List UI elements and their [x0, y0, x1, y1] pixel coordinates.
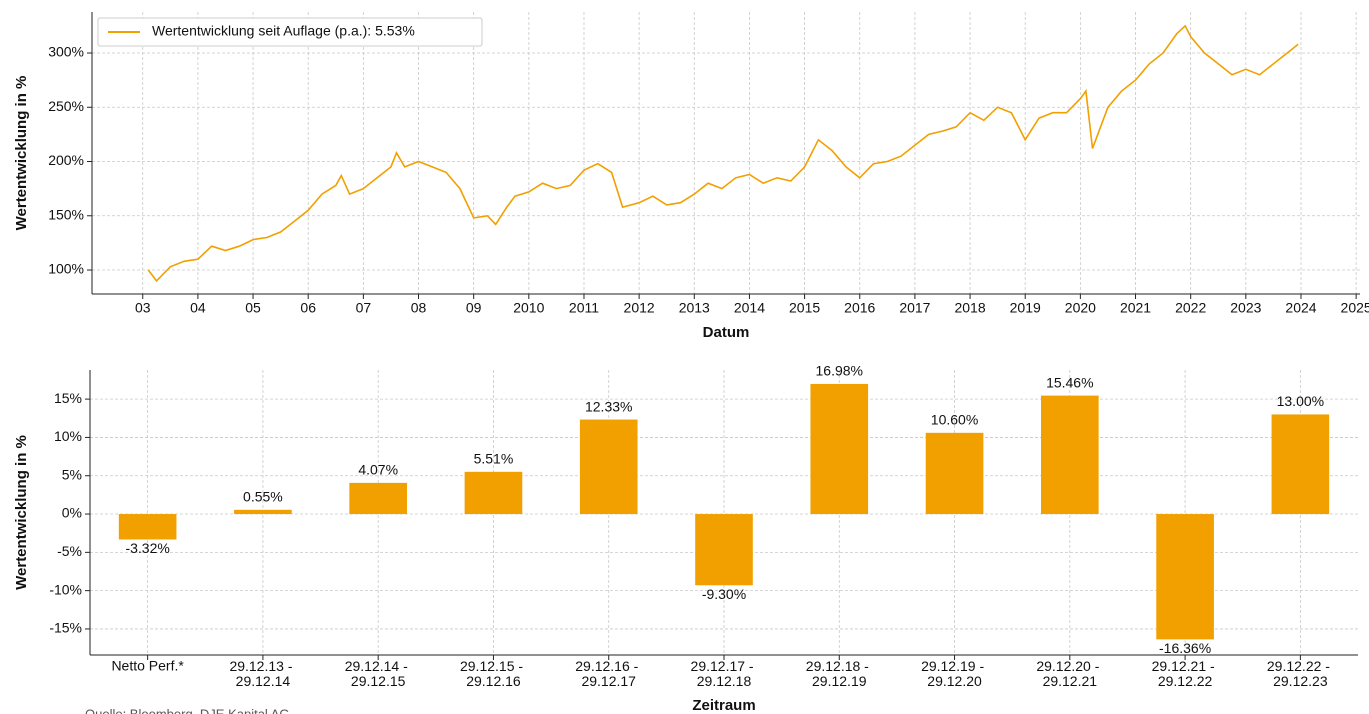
x-tick-label: 2012: [624, 300, 655, 316]
x-axis-label: Datum: [703, 324, 750, 341]
y-tick-label: 10%: [54, 428, 82, 444]
value-label: -3.32%: [125, 540, 169, 556]
x-tick-label: 2024: [1285, 300, 1316, 316]
value-label: 0.55%: [243, 489, 283, 505]
bar: [1156, 514, 1214, 640]
value-label: 12.33%: [585, 398, 632, 414]
x-tick-label: 29.12.18 - 29.12.19: [806, 658, 873, 689]
value-label: 15.46%: [1046, 374, 1093, 390]
source-note: Quelle: Bloomberg, DJE Kapital AG: [85, 706, 290, 714]
x-tick-label: 2020: [1065, 300, 1096, 316]
y-axis-label: Wertentwicklung in %: [13, 76, 30, 231]
y-tick-label: 200%: [48, 152, 84, 168]
y-tick-label: -10%: [49, 581, 82, 597]
bar: [349, 482, 407, 515]
x-tick-label: 2017: [899, 300, 930, 316]
value-label: 5.51%: [474, 451, 514, 467]
y-tick-label: 250%: [48, 98, 84, 114]
x-tick-label: 29.12.19 - 29.12.20: [921, 658, 988, 689]
x-tick-label: 2013: [679, 300, 710, 316]
value-label: -9.30%: [702, 586, 746, 602]
x-tick-label: 08: [411, 300, 427, 316]
x-tick-label: 2014: [734, 300, 765, 316]
value-label: 10.60%: [931, 412, 978, 428]
x-tick-label: 03: [135, 300, 151, 316]
legend-box: [97, 17, 483, 47]
y-tick-label: 0%: [62, 505, 82, 521]
y-tick-label: -5%: [57, 543, 82, 559]
x-tick-label: 29.12.17 - 29.12.18: [691, 658, 758, 689]
value-label: 13.00%: [1277, 393, 1324, 409]
y-tick-label: 300%: [48, 44, 84, 60]
bar: [1271, 414, 1330, 515]
bar: [579, 419, 638, 515]
bar: [810, 383, 869, 515]
y-tick-label: 150%: [48, 206, 84, 222]
y-tick-label: 15%: [54, 390, 82, 406]
y-tick-label: -15%: [49, 620, 82, 636]
line-series: [147, 24, 1299, 283]
x-tick-label: 2011: [569, 300, 599, 316]
x-tick-label: 2019: [1010, 300, 1041, 316]
x-tick-label: 2022: [1175, 300, 1206, 316]
x-tick-label: 07: [356, 300, 372, 316]
x-tick-label: 29.12.22 - 29.12.23: [1267, 658, 1334, 689]
x-tick-label: 29.12.14 - 29.12.15: [345, 658, 412, 689]
x-tick-label: 2023: [1230, 300, 1261, 316]
x-tick-label: 2025: [1341, 300, 1369, 316]
x-tick-label: 2021: [1120, 300, 1151, 316]
bar: [464, 471, 523, 515]
y-tick-label: 100%: [48, 261, 84, 277]
x-tick-label: Netto Perf.*: [111, 658, 184, 674]
x-tick-label: 2016: [844, 300, 875, 316]
value-label: 16.98%: [816, 363, 863, 379]
x-tick-label: 2015: [789, 300, 820, 316]
x-tick-label: 29.12.15 - 29.12.16: [460, 658, 527, 689]
bar: [118, 514, 177, 540]
y-tick-label: 5%: [62, 466, 82, 482]
legend-label: Wertentwicklung seit Auflage (p.a.): 5.5…: [152, 23, 415, 39]
x-tick-label: 04: [190, 300, 206, 316]
x-tick-label: 06: [300, 300, 316, 316]
x-tick-label: 05: [245, 300, 261, 316]
value-label: 4.07%: [358, 462, 398, 478]
x-axis-label: Zeitraum: [692, 697, 755, 714]
bar: [1041, 395, 1099, 515]
x-tick-label: 29.12.21 - 29.12.22: [1152, 658, 1219, 689]
x-tick-label: 29.12.20 - 29.12.21: [1036, 658, 1103, 689]
x-tick-label: 29.12.16 - 29.12.17: [575, 658, 642, 689]
x-tick-label: 29.12.13 - 29.12.14: [229, 658, 296, 689]
y-axis-label: Wertentwicklung in %: [13, 435, 30, 590]
bar: [695, 514, 753, 586]
bar: [925, 432, 984, 515]
bar: [234, 509, 292, 515]
value-label: -16.36%: [1159, 640, 1211, 656]
x-tick-label: 09: [466, 300, 482, 316]
x-tick-label: 2010: [513, 300, 544, 316]
x-tick-label: 2018: [954, 300, 985, 316]
